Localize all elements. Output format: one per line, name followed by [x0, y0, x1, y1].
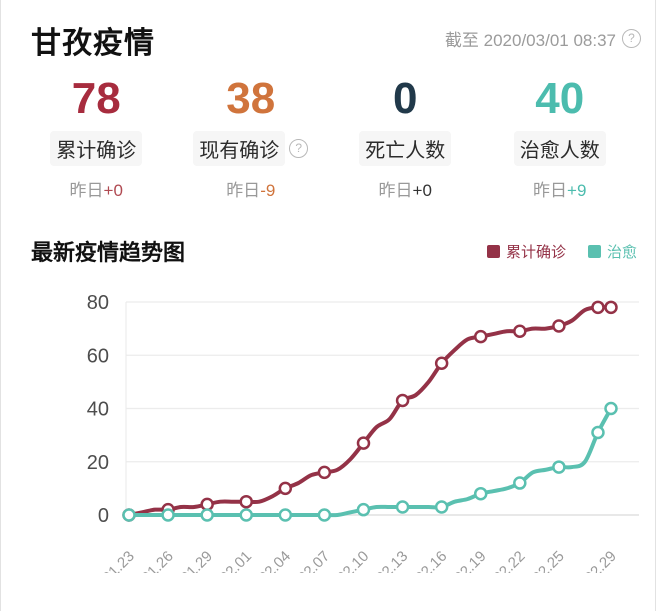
data-point-marker[interactable] [434, 356, 449, 371]
data-point-marker[interactable] [239, 495, 253, 509]
x-axis-tick-label: 02.19 [451, 548, 490, 573]
data-point-marker[interactable] [513, 324, 527, 339]
data-point-marker[interactable] [356, 436, 371, 451]
page-title: 甘孜疫情 [31, 27, 155, 60]
data-point-marker[interactable] [591, 300, 605, 315]
data-point-marker[interactable] [552, 319, 566, 333]
stat-delta: 昨日+0 [19, 176, 174, 201]
chart-legend: 累计确诊 治愈 [486, 241, 637, 262]
data-point-marker[interactable] [395, 500, 410, 514]
data-point-marker[interactable] [122, 508, 136, 522]
stat-value: 78 [71, 74, 121, 123]
data-point-marker[interactable] [552, 460, 566, 475]
data-point-marker[interactable] [395, 393, 410, 408]
stat-delta: 昨日-9 [174, 176, 329, 201]
y-axis-tick-label: 80 [87, 292, 109, 314]
data-point-marker[interactable] [161, 508, 175, 522]
stat-value: 40 [535, 74, 585, 123]
x-axis-tick-label: 02.16 [412, 548, 451, 573]
stat-card-confirmed-total[interactable]: 78 累计确诊 昨日+0 [19, 74, 174, 201]
data-point-marker[interactable] [278, 481, 293, 496]
data-point-marker[interactable] [356, 503, 371, 517]
x-axis-tick-label: 02.25 [529, 548, 568, 573]
stat-delta-prefix: 昨日 [69, 181, 104, 201]
stat-card-confirmed-current[interactable]: 38 现有确诊 ? 昨日-9 [174, 74, 329, 201]
stat-value: 38 [226, 74, 276, 123]
stat-delta-value: +0 [103, 181, 123, 201]
data-point-marker[interactable] [604, 300, 618, 315]
legend-item-cured[interactable]: 治愈 [587, 241, 637, 262]
y-axis-tick-label: 20 [87, 452, 109, 474]
legend-item-confirmed[interactable]: 累计确诊 [486, 241, 566, 262]
as-of-label: 截至 2020/03/01 08:37 [444, 31, 616, 50]
help-icon[interactable]: ? [289, 139, 309, 159]
trend-section-header: 最新疫情趋势图 累计确诊 治愈 [1, 201, 655, 267]
stat-value: 0 [393, 74, 418, 123]
stat-card-deaths[interactable]: 0 死亡人数 昨日+0 [328, 74, 483, 201]
legend-swatch-confirmed [486, 244, 500, 258]
x-axis-tick-label: 02.01 [217, 548, 256, 573]
stat-delta-prefix: 昨日 [378, 181, 413, 201]
data-point-marker[interactable] [604, 401, 618, 416]
stat-delta: 昨日+0 [328, 176, 483, 201]
data-point-marker[interactable] [434, 500, 449, 514]
data-point-marker[interactable] [513, 476, 527, 490]
as-of-timestamp: 截至 2020/03/01 08:37 ? [445, 26, 641, 51]
stat-delta-value: -9 [260, 181, 276, 201]
x-axis-tick-label: 02.13 [373, 548, 412, 573]
stat-delta-prefix: 昨日 [533, 181, 568, 201]
x-axis-tick-label: 02.04 [256, 548, 295, 573]
legend-label: 累计确诊 [505, 243, 566, 261]
y-axis-tick-label: 40 [87, 399, 109, 421]
data-point-marker[interactable] [473, 487, 488, 501]
x-axis-tick-label: 01.23 [99, 548, 138, 573]
trend-chart[interactable]: 0 20 40 60 80 01.23 01.26 01.29 02.01 02.04 02.07 0… [1, 273, 655, 587]
stat-label: 治愈人数 [513, 131, 606, 167]
stats-row: 78 累计确诊 昨日+0 38 现有确诊 ? 昨日-9 0 死亡人数 昨日+0 … [1, 62, 655, 201]
x-axis-tick-label: 02.10 [334, 548, 373, 573]
stat-delta-value: +9 [567, 181, 587, 201]
legend-label: 治愈 [606, 243, 637, 261]
data-point-marker[interactable] [239, 508, 253, 522]
stat-card-cured[interactable]: 40 治愈人数 昨日+9 [483, 74, 638, 201]
stat-label: 现有确诊 [193, 131, 286, 167]
x-axis-tick-label: 02.22 [490, 548, 529, 573]
stat-delta-value: +0 [412, 181, 432, 201]
data-point-marker[interactable] [200, 497, 214, 512]
page-header: 甘孜疫情 截至 2020/03/01 08:37 ? [1, 0, 655, 62]
legend-swatch-cured [587, 244, 601, 258]
data-point-marker[interactable] [317, 465, 332, 480]
x-axis-tick-label: 02.07 [295, 548, 334, 573]
data-point-marker[interactable] [200, 508, 214, 522]
trend-section-title: 最新疫情趋势图 [31, 240, 186, 266]
stat-label: 死亡人数 [359, 131, 452, 167]
data-point-marker[interactable] [278, 508, 293, 522]
data-point-marker[interactable] [317, 508, 332, 522]
x-axis-tick-label: 01.29 [177, 548, 216, 573]
y-axis-tick-label: 0 [98, 505, 109, 527]
x-axis-tick-label: 01.26 [138, 548, 177, 573]
help-icon[interactable]: ? [622, 29, 641, 48]
stat-delta-prefix: 昨日 [226, 181, 261, 201]
data-point-marker[interactable] [591, 425, 605, 440]
y-axis-tick-label: 60 [87, 345, 109, 367]
stat-delta: 昨日+9 [483, 176, 638, 201]
series-line-confirmed[interactable] [127, 305, 613, 518]
x-axis-tick-label: 02.29 [581, 548, 620, 573]
data-point-marker[interactable] [473, 330, 488, 344]
stat-label: 累计确诊 [50, 131, 143, 167]
